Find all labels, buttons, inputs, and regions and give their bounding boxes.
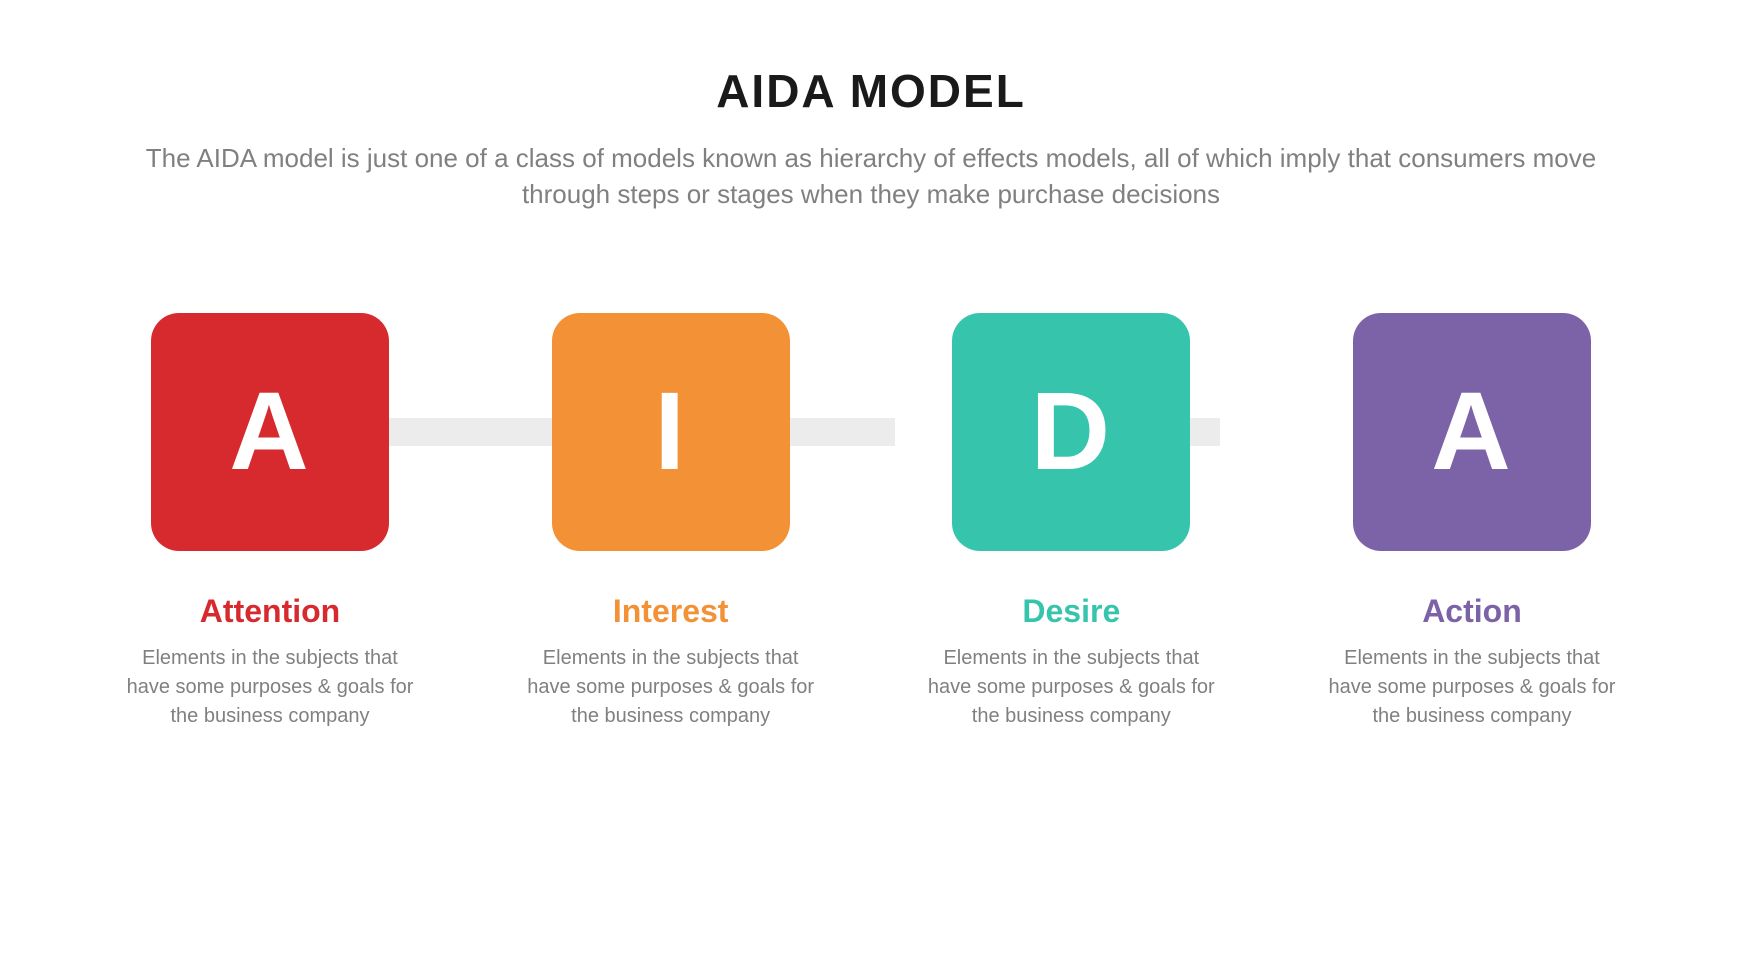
letter-action: A (1431, 368, 1512, 495)
desc-desire: Elements in the subjects that have some … (926, 644, 1216, 731)
letter-attention: A (229, 368, 310, 495)
box-desire: D (952, 313, 1190, 551)
box-interest: I (552, 313, 790, 551)
desc-attention: Elements in the subjects that have some … (125, 644, 415, 731)
box-attention: A (151, 313, 389, 551)
letter-desire: D (1031, 368, 1112, 495)
stage-desire: D Desire Elements in the subjects that h… (921, 313, 1221, 731)
header-block: AIDA MODEL The AIDA model is just one of… (0, 64, 1742, 213)
stage-interest: I Interest Elements in the subjects that… (521, 313, 821, 731)
stage-action: A Action Elements in the subjects that h… (1322, 313, 1622, 731)
box-action: A (1353, 313, 1591, 551)
label-desire: Desire (1022, 593, 1120, 630)
letter-interest: I (654, 368, 687, 495)
label-action: Action (1422, 593, 1522, 630)
desc-interest: Elements in the subjects that have some … (526, 644, 816, 731)
subtitle-text: The AIDA model is just one of a class of… (101, 140, 1641, 213)
aida-diagram: A Attention Elements in the subjects tha… (0, 313, 1742, 731)
desc-action: Elements in the subjects that have some … (1327, 644, 1617, 731)
main-title: AIDA MODEL (90, 64, 1652, 118)
label-interest: Interest (613, 593, 729, 630)
label-attention: Attention (200, 593, 340, 630)
stage-attention: A Attention Elements in the subjects tha… (120, 313, 420, 731)
